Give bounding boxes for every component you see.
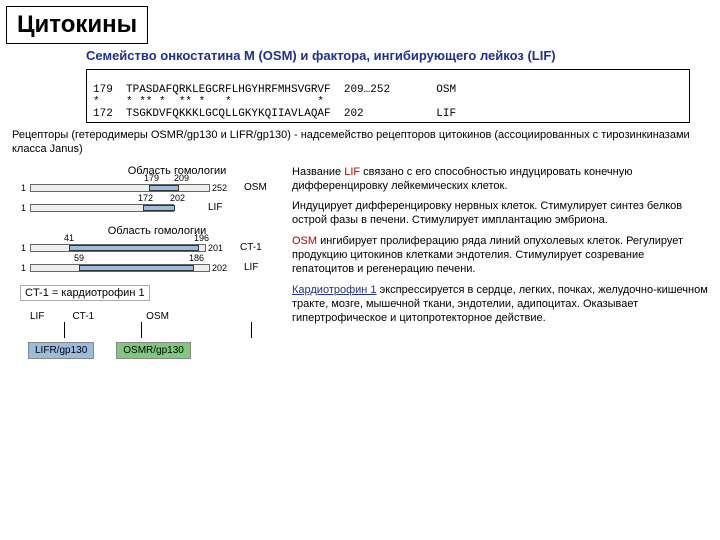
para-lif: Название LIF связано с его способностью … [292,165,708,194]
homology-chart-2: 141196201CT-1 159186202LIF [12,239,282,277]
footnote: CT-1 = кардиотрофин 1 [20,285,150,301]
seq-line1: 179 TPASDAFQRKLEGCRFLHGYHRFMHSVGRVF 209…… [93,84,456,96]
bar-row: 141196201CT-1 [12,239,282,257]
receptor-text: Рецепторы (гетеродимеры OSMR/gp130 и LIF… [12,129,708,157]
para-osm: OSM ингибирует пролиферацию ряда линий о… [292,234,708,277]
para-ct1: Кардиотрофин 1 экспрессируется в сердце,… [292,283,708,326]
left-column: Область гомологии 1179209252OSM1172202LI… [12,165,282,359]
rec-top-osm: OSM [146,311,169,322]
subtitle: Семейство онкостатина M (OSM) и фактора,… [86,48,720,63]
bar-row: 1172202LIF [12,199,282,217]
bar-row: 159186202LIF [12,259,282,277]
page-title: Цитокины [6,6,148,44]
para-lif-2: Индуцирует дифференцировку нервных клето… [292,199,708,228]
rec-box-osmr: OSMR/gp130 [116,342,191,359]
sequence-box: 179 TPASDAFQRKLEGCRFLHGYHRFMHSVGRVF 209…… [86,69,690,123]
seq-line3: 172 TSGKDVFQKKKLGCQLLGKYKQIIAVLAQAF 202 … [93,108,456,120]
homology-chart-1: 1179209252OSM1172202LIF [12,179,282,217]
right-column: Название LIF связано с его способностью … [292,165,708,359]
rec-box-lifr: LIFR/gp130 [28,342,94,359]
receptor-diagram: LIF CT-1 OSM LIFR/gp130 OSMR/gp130 [12,311,282,359]
rec-top-ct1: CT-1 [72,311,94,322]
seq-line2: * * ** * ** * * * [93,96,324,108]
rec-top-lif: LIF [30,311,44,322]
